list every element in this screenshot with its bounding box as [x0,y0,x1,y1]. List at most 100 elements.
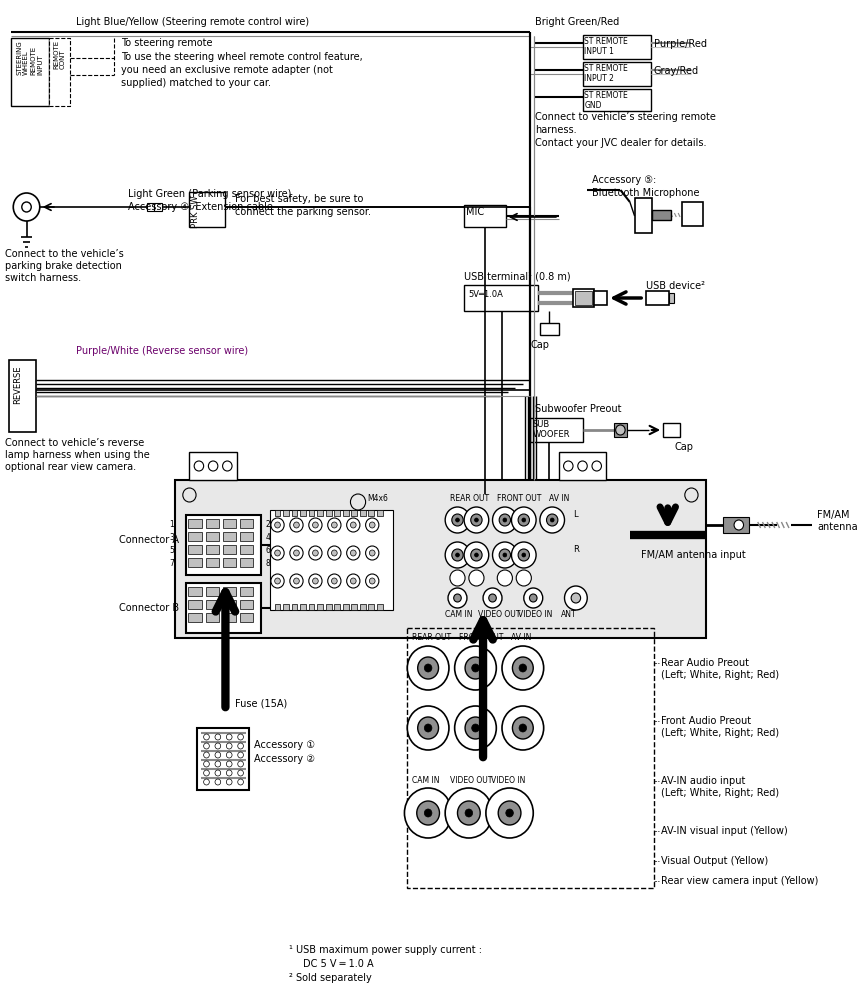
Circle shape [522,518,525,522]
Circle shape [275,550,280,556]
Bar [189,558,201,567]
Circle shape [450,570,465,586]
Text: STEERING
WHEEL
REMOTE
INPUT: STEERING WHEEL REMOTE INPUT [16,40,43,74]
Circle shape [512,542,536,568]
Circle shape [271,518,285,532]
Circle shape [445,507,470,533]
Bar [530,418,583,442]
Text: ¹ USB maximum power supply current :: ¹ USB maximum power supply current : [289,945,482,955]
Bar [240,545,253,554]
Bar [223,587,236,596]
Circle shape [470,514,482,526]
Circle shape [424,664,432,672]
Bar [377,510,383,516]
Circle shape [215,734,221,740]
Text: Contact your JVC dealer for details.: Contact your JVC dealer for details. [535,138,707,148]
Text: M4x6: M4x6 [368,494,388,502]
Circle shape [195,461,204,471]
Text: AV IN: AV IN [549,494,570,502]
Bar [240,587,253,596]
Bar [663,423,680,437]
Circle shape [405,788,452,838]
Circle shape [424,724,432,732]
Bar [189,192,225,227]
Text: VIDEO IN: VIDEO IN [491,776,525,785]
Bar [317,510,323,516]
Circle shape [309,574,322,588]
Circle shape [550,518,554,522]
Text: 6: 6 [265,546,270,555]
Text: VIDEO IN: VIDEO IN [518,610,553,619]
Circle shape [417,657,439,679]
Text: you need an exclusive remote adapter (not: you need an exclusive remote adapter (no… [121,65,333,75]
Bar [369,510,375,516]
Circle shape [488,594,496,602]
Circle shape [518,549,530,561]
Text: Bluetooth Microphone: Bluetooth Microphone [592,188,699,198]
Bar [464,205,506,227]
Bar [189,545,201,554]
Bar [275,510,280,516]
Bar [240,613,253,622]
Circle shape [290,574,303,588]
Circle shape [294,522,299,528]
Text: supplied) matched to your car.: supplied) matched to your car. [121,78,271,88]
Text: FRONT OUT: FRONT OUT [497,494,542,502]
Circle shape [407,706,449,750]
Circle shape [226,770,232,776]
Text: CAM IN: CAM IN [412,776,440,785]
Circle shape [290,546,303,560]
Circle shape [226,761,232,767]
Text: Connector A: Connector A [119,535,179,545]
Circle shape [366,518,379,532]
Text: Accessory ②: Accessory ② [254,754,315,764]
Text: Rear Audio Preout: Rear Audio Preout [661,658,749,668]
Circle shape [483,588,502,608]
Text: Gray/Red: Gray/Red [654,66,698,76]
Text: lamp harness when using the: lamp harness when using the [5,450,149,460]
Circle shape [204,761,209,767]
Bar [343,510,349,516]
Text: ST REMOTE
GND: ST REMOTE GND [584,91,628,111]
Circle shape [522,553,525,557]
Circle shape [424,809,432,817]
Circle shape [503,518,506,522]
Circle shape [327,518,341,532]
Circle shape [204,734,209,740]
Text: Connect to the vehicle’s: Connect to the vehicle’s [5,249,123,259]
Circle shape [456,518,459,522]
Text: 5: 5 [170,546,174,555]
Bar [223,545,236,554]
Text: DC 5 V ═ 1.0 A: DC 5 V ═ 1.0 A [303,959,374,969]
Bar [540,323,559,335]
Circle shape [592,461,602,471]
Text: ANT: ANT [560,610,577,619]
Bar [189,600,201,609]
Circle shape [294,578,299,584]
Text: SUB
WOOFER: SUB WOOFER [532,420,570,439]
Bar [223,532,236,541]
Circle shape [512,507,536,533]
Text: PRK SW: PRK SW [191,195,201,227]
Text: Bright Green/Red: Bright Green/Red [535,17,620,27]
Bar [559,452,606,480]
Bar [240,558,253,567]
Text: USB device²: USB device² [646,281,705,291]
Bar [189,613,201,622]
Bar [300,510,306,516]
Circle shape [519,724,527,732]
Text: Light Green (Parking sensor wire): Light Green (Parking sensor wire) [128,189,291,199]
Circle shape [455,646,496,690]
Bar [583,62,650,86]
Circle shape [313,578,318,584]
Bar [377,604,383,610]
Circle shape [366,574,379,588]
Circle shape [452,514,463,526]
Circle shape [448,588,467,608]
Bar [360,510,366,516]
Circle shape [475,518,478,522]
Circle shape [215,743,221,749]
Circle shape [540,507,565,533]
Text: To use the steering wheel remote control feature,: To use the steering wheel remote control… [121,52,363,62]
Circle shape [327,574,341,588]
